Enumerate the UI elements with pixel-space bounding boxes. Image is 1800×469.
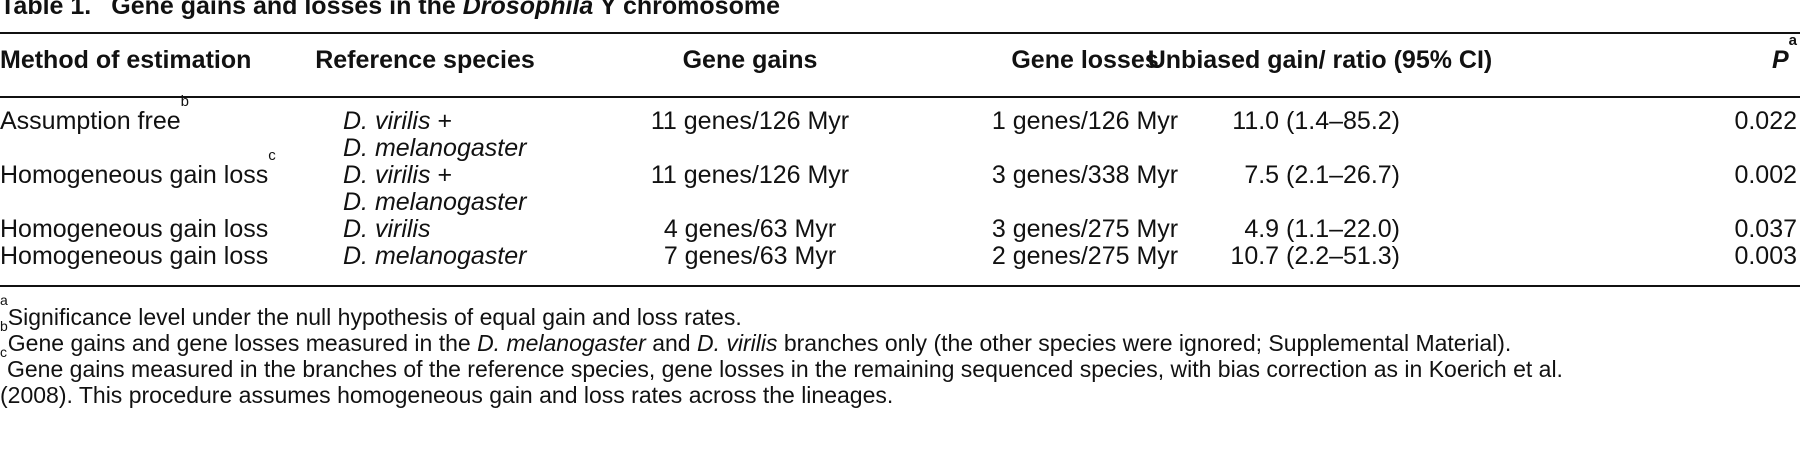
header-method: Method of estimation (0, 46, 252, 74)
header-ratio: Unbiased gain/ ratio (95% CI) (1147, 46, 1493, 74)
header-p-label: P (1771, 46, 1789, 74)
row-reference-species-1: D. melanogaster (343, 242, 527, 270)
row-reference-species-1: D. virilis (343, 161, 431, 189)
row-p: 0.003 (1734, 242, 1797, 270)
row-ratio: 4.9 (1.1–22.0) (1244, 215, 1400, 243)
row-p: 0.022 (1734, 107, 1797, 135)
footnote-b: bGene gains and gene losses measured in … (0, 319, 1512, 356)
row-method-text: Homogeneous gain loss (0, 161, 269, 189)
row-ratio: 11.0 (1.4–85.2) (1232, 107, 1400, 135)
row-reference-species-2: D. melanogaster (343, 134, 527, 162)
footnote-b-species-2: D. virilis (696, 330, 778, 356)
table-title: Table 1. Gene gains and losses in the Dro… (0, 0, 780, 21)
row-method: Homogeneous gain loss (0, 242, 269, 270)
footnote-b-mark: b (0, 318, 8, 334)
row-reference: D. virilis + (343, 108, 452, 135)
footnote-b-post: branches only (the other species were ig… (777, 330, 1512, 356)
row-reference-plus: + (430, 107, 453, 135)
row-losses: 3 genes/275 Myr (991, 215, 1179, 243)
row-method: Homogeneous gain lossc (0, 148, 276, 189)
table-title-pre: Gene gains and losses in the (111, 0, 463, 20)
row-reference-plus: + (430, 161, 453, 189)
row-method: Assumption freeb (0, 94, 189, 135)
row-gains: 11 genes/126 Myr (650, 107, 850, 135)
row-p: 0.002 (1734, 161, 1797, 189)
row-method-footnote-mark: b (180, 93, 189, 110)
footnote-c-text-1: Gene gains measured in the branches of t… (7, 356, 1563, 382)
footnote-c-continued: (2008). This procedure assumes homogeneo… (0, 382, 894, 408)
footnote-a: aSignificance level under the null hypot… (0, 293, 742, 330)
row-method: Homogeneous gain loss (0, 215, 269, 243)
footnote-c: cGene gains measured in the branches of … (0, 345, 1563, 382)
header-losses: Gene losses (1011, 46, 1159, 74)
row-gains: 11 genes/126 Myr (650, 161, 850, 189)
row-ratio: 10.7 (2.2–51.3) (1230, 242, 1400, 270)
footnote-b-species-1: D. melanogaster (477, 330, 646, 356)
footnote-b-pre: Gene gains and gene losses measured in t… (7, 330, 478, 356)
row-losses: 3 genes/338 Myr (991, 161, 1179, 189)
table-title-italic: Drosophila (462, 0, 594, 20)
row-losses: 2 genes/275 Myr (991, 242, 1179, 270)
row-gains: 7 genes/63 Myr (663, 242, 837, 270)
header-rule (0, 96, 1800, 98)
row-reference-species-1: D. virilis (343, 215, 431, 243)
header-gains: Gene gains (682, 46, 818, 74)
footnote-c-mark: c (0, 344, 7, 360)
row-losses: 1 genes/126 Myr (991, 107, 1179, 135)
top-rule (0, 32, 1800, 34)
footnote-b-mid: and (645, 330, 697, 356)
row-method-footnote-mark: c (268, 147, 276, 164)
header-p-footnote-mark: a (1788, 32, 1797, 49)
row-reference-species-2: D. melanogaster (343, 188, 527, 216)
footnote-a-text: Significance level under the null hypoth… (7, 304, 742, 330)
header-p: Pa (1600, 33, 1797, 74)
table-label: Table 1. (0, 0, 92, 20)
row-gains: 4 genes/63 Myr (663, 215, 837, 243)
footnote-a-mark: a (0, 292, 8, 308)
row-p: 0.037 (1734, 215, 1797, 243)
row-method-text: Assumption free (0, 107, 181, 135)
bottom-rule (0, 285, 1800, 287)
row-reference: D. virilis + (343, 162, 452, 189)
row-reference-species-1: D. virilis (343, 107, 431, 135)
header-reference: Reference species (315, 46, 535, 74)
row-ratio: 7.5 (2.1–26.7) (1244, 161, 1400, 189)
table-title-post: Y chromosome (593, 0, 780, 20)
